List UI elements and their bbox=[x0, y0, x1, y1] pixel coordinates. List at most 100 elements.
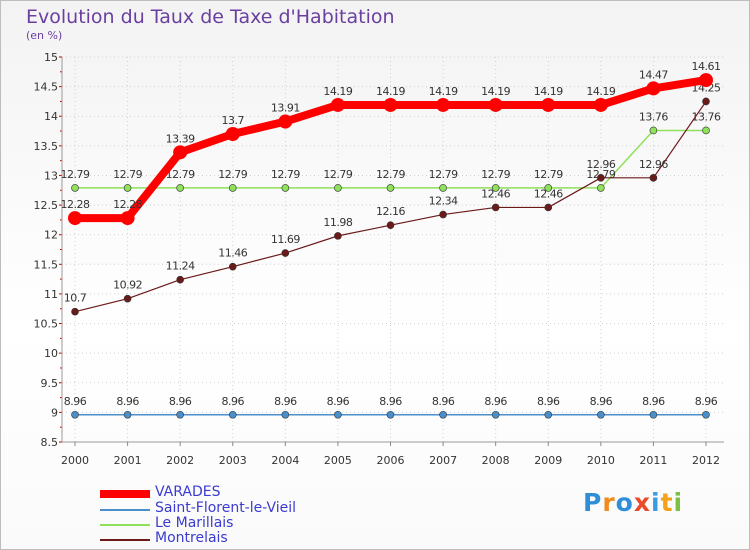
data-label-saint-florent-le-vieil: 8.96 bbox=[222, 395, 245, 408]
y-tick-label: 13.5 bbox=[34, 140, 59, 153]
data-label-varades: 14.61 bbox=[692, 60, 721, 73]
data-point-varades bbox=[383, 97, 398, 112]
data-label-montrelais: 10.7 bbox=[64, 292, 87, 305]
data-label-montrelais: 12.46 bbox=[481, 187, 510, 200]
data-point-varades bbox=[541, 97, 556, 112]
data-label-varades: 12.28 bbox=[61, 198, 90, 211]
data-label-saint-florent-le-vieil: 8.96 bbox=[274, 395, 297, 408]
proxiti-logo: Proxiti bbox=[583, 488, 683, 517]
x-tick-label: 2006 bbox=[377, 454, 405, 467]
data-point-varades bbox=[278, 114, 293, 129]
data-point-saint-florent-le-vieil bbox=[228, 410, 237, 419]
x-tick-label: 2000 bbox=[61, 454, 89, 467]
series-le-marillais: 12.79 12.79 12.79 12.79 12.79 12.79 12.79 12.79… bbox=[61, 110, 721, 192]
legend-label-varades: VARADES bbox=[155, 484, 221, 500]
legend-label-montrelais: Montrelais bbox=[155, 530, 228, 546]
data-point-saint-florent-le-vieil bbox=[281, 410, 290, 419]
data-point-le-marillais bbox=[334, 184, 342, 192]
series-saint-florent-le-vieil: 8.96 8.96 8.96 8.96 8.96 8.96 8.96 8.96 8.96 8.96… bbox=[64, 395, 718, 419]
legend-label-le-marillais: Le Marillais bbox=[155, 515, 234, 531]
data-point-le-marillais bbox=[439, 184, 447, 192]
legend-swatch-varades bbox=[100, 490, 150, 498]
y-tick-label: 10.5 bbox=[34, 318, 59, 331]
logo-letter: r bbox=[602, 488, 616, 517]
data-label-varades: 13.91 bbox=[271, 102, 300, 115]
data-label-montrelais: 12.96 bbox=[586, 158, 615, 171]
x-tick-label: 2005 bbox=[324, 454, 352, 467]
x-tick-label: 2008 bbox=[482, 454, 510, 467]
data-point-montrelais bbox=[649, 174, 658, 182]
logo-letter: P bbox=[583, 488, 603, 517]
data-label-montrelais: 12.96 bbox=[639, 158, 668, 171]
data-point-montrelais bbox=[439, 210, 447, 219]
data-point-saint-florent-le-vieil bbox=[386, 410, 395, 419]
data-point-montrelais bbox=[281, 249, 290, 257]
data-point-montrelais bbox=[123, 294, 132, 303]
series-varades: 12.28 12.28 13.39 13.7 13.91 14.19 14.19 14.19 1… bbox=[61, 60, 721, 226]
y-tick-label: 14.5 bbox=[34, 81, 59, 94]
data-point-saint-florent-le-vieil bbox=[439, 410, 447, 419]
x-tick-label: 2011 bbox=[639, 454, 667, 467]
data-label-montrelais: 11.98 bbox=[323, 216, 352, 229]
x-tick-label: 2001 bbox=[114, 454, 142, 467]
data-point-le-marillais bbox=[597, 184, 605, 192]
data-label-le-marillais: 12.79 bbox=[218, 168, 247, 181]
data-label-le-marillais: 12.79 bbox=[376, 168, 405, 181]
data-label-montrelais: 11.24 bbox=[166, 260, 195, 273]
data-point-le-marillais bbox=[228, 184, 237, 192]
data-point-varades bbox=[120, 211, 135, 226]
data-label-varades: 14.19 bbox=[429, 85, 458, 98]
data-point-varades bbox=[173, 145, 188, 160]
data-point-saint-florent-le-vieil bbox=[702, 410, 710, 419]
x-tick-label: 2004 bbox=[271, 454, 299, 467]
y-tick-label: 10 bbox=[44, 347, 58, 360]
data-point-saint-florent-le-vieil bbox=[123, 410, 132, 419]
data-label-varades: 14.19 bbox=[323, 85, 352, 98]
logo-letter: t bbox=[660, 488, 674, 517]
data-point-saint-florent-le-vieil bbox=[491, 410, 500, 419]
data-point-varades bbox=[436, 97, 451, 112]
chart-title: Evolution du Taux de Taxe d'Habitation bbox=[26, 6, 395, 28]
data-point-varades bbox=[488, 97, 503, 112]
data-label-saint-florent-le-vieil: 8.96 bbox=[537, 395, 560, 408]
data-label-le-marillais: 12.79 bbox=[113, 168, 142, 181]
series-layer: 8.96 8.96 8.96 8.96 8.96 8.96 8.96 8.96 8.96 8.96… bbox=[61, 60, 721, 419]
y-tick-label: 9.5 bbox=[41, 377, 59, 390]
data-point-le-marillais bbox=[544, 184, 553, 192]
data-label-montrelais: 10.92 bbox=[113, 279, 142, 292]
data-point-le-marillais bbox=[491, 184, 500, 192]
x-tick-label: 2007 bbox=[429, 454, 457, 467]
data-point-le-marillais bbox=[386, 184, 395, 192]
x-tick-label: 2002 bbox=[166, 454, 194, 467]
data-point-le-marillais bbox=[649, 126, 658, 135]
data-label-le-marillais: 12.79 bbox=[166, 168, 195, 181]
series-montrelais: 10.7 10.92 11.24 11.46 11.69 11.98 12.16 12.34 1… bbox=[64, 81, 721, 316]
data-label-saint-florent-le-vieil: 8.96 bbox=[116, 395, 139, 408]
data-label-saint-florent-le-vieil: 8.96 bbox=[484, 395, 507, 408]
logo-letter: x bbox=[633, 488, 651, 517]
data-point-saint-florent-le-vieil bbox=[544, 410, 553, 419]
data-point-le-marillais bbox=[71, 184, 79, 192]
data-point-montrelais bbox=[176, 275, 184, 284]
data-label-saint-florent-le-vieil: 8.96 bbox=[590, 395, 613, 408]
grid bbox=[62, 56, 724, 443]
data-point-saint-florent-le-vieil bbox=[334, 410, 342, 419]
data-point-montrelais bbox=[544, 203, 553, 212]
data-label-saint-florent-le-vieil: 8.96 bbox=[695, 395, 718, 408]
data-point-montrelais bbox=[71, 307, 79, 316]
y-tick-label: 15 bbox=[44, 51, 58, 64]
data-point-le-marillais bbox=[281, 184, 290, 192]
data-point-varades bbox=[330, 97, 345, 112]
data-label-le-marillais: 12.79 bbox=[271, 168, 300, 181]
data-label-varades: 14.19 bbox=[534, 85, 563, 98]
data-label-le-marillais: 13.76 bbox=[692, 110, 721, 123]
data-point-le-marillais bbox=[702, 126, 710, 135]
data-point-saint-florent-le-vieil bbox=[176, 410, 184, 419]
data-point-montrelais bbox=[386, 221, 395, 230]
y-tick-label: 13 bbox=[44, 169, 58, 182]
x-tick-label: 2003 bbox=[219, 454, 247, 467]
data-label-saint-florent-le-vieil: 8.96 bbox=[64, 395, 87, 408]
data-label-saint-florent-le-vieil: 8.96 bbox=[642, 395, 665, 408]
axes: 8.5 9 9.5 10 10.5 11 11.5 12 12.5 13 13.5 14 14.5 15 2… bbox=[34, 51, 724, 467]
